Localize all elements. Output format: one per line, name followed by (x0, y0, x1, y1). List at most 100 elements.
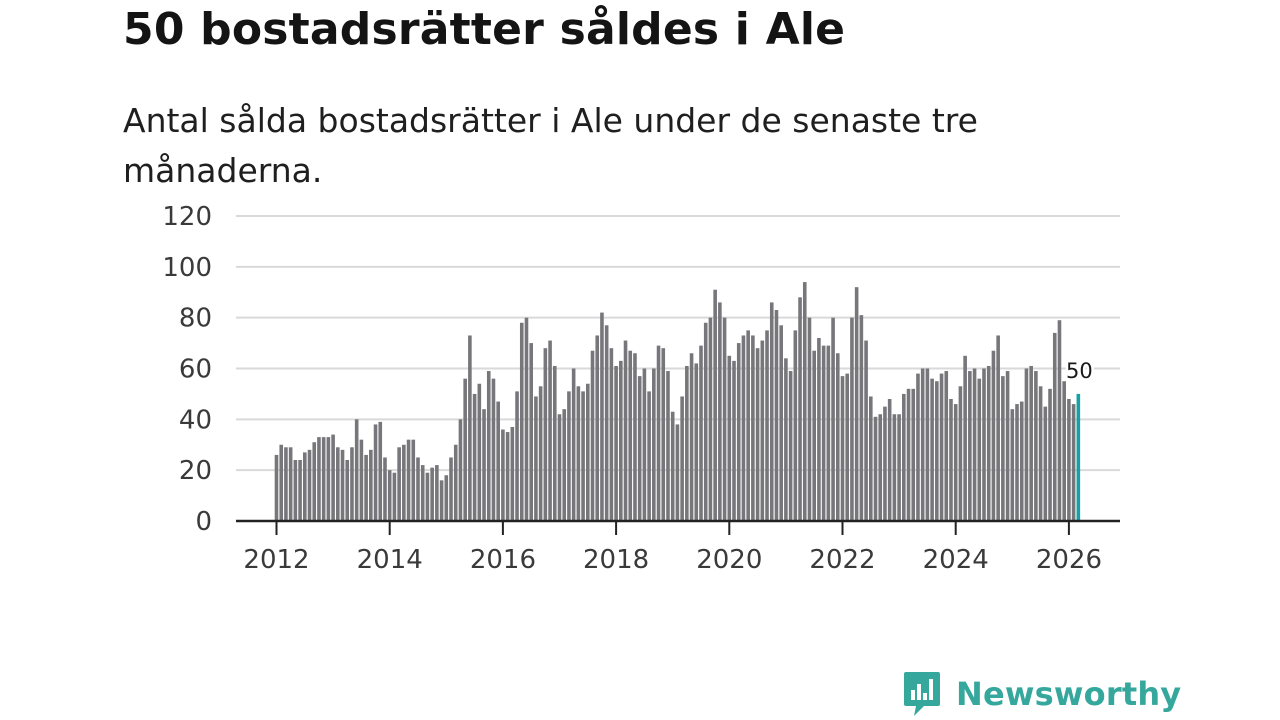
chart-title: 50 bostadsrätter såldes i Ale (123, 4, 846, 55)
bar (416, 457, 420, 521)
bar (718, 302, 722, 521)
bar (788, 371, 793, 521)
bar (623, 340, 628, 521)
bar (576, 386, 581, 521)
bar (741, 335, 746, 521)
bar (1071, 404, 1076, 521)
bar (897, 414, 901, 521)
bar (784, 358, 788, 521)
bar (534, 396, 538, 521)
bar (345, 460, 350, 521)
bar (916, 373, 920, 521)
bar (326, 437, 331, 521)
bar (453, 444, 458, 521)
bar (736, 343, 741, 521)
bar (972, 368, 977, 521)
bar (911, 388, 916, 521)
bar-highlight (1076, 393, 1081, 521)
bar (293, 460, 298, 521)
bar (812, 350, 816, 521)
bar (675, 424, 680, 521)
x-tick-label: 2014 (357, 545, 423, 575)
bar (538, 386, 543, 521)
bar (604, 325, 609, 521)
x-tick-label: 2018 (583, 545, 649, 575)
bar (1029, 365, 1033, 521)
chart-subtitle: Antal sålda bostadsrätter i Ale under de… (123, 101, 978, 190)
bar (708, 317, 713, 521)
bar (406, 439, 411, 521)
y-tick-label: 40 (179, 405, 212, 435)
bar (642, 368, 647, 521)
y-tick-label: 80 (179, 304, 212, 334)
bar (906, 388, 911, 521)
bar (548, 340, 552, 521)
bar (411, 439, 416, 521)
bar (354, 419, 359, 521)
y-tick-label: 20 (179, 456, 212, 486)
bar (274, 454, 279, 521)
y-tick-label: 120 (162, 202, 212, 232)
bar (331, 434, 335, 521)
bar (661, 348, 666, 521)
bar (1005, 371, 1010, 521)
x-axis (236, 519, 1120, 535)
bar (817, 338, 821, 521)
bar (1015, 404, 1019, 521)
bar (703, 322, 708, 521)
bar (689, 353, 694, 521)
newsworthy-logo: Newsworthy (902, 668, 1181, 720)
bar (387, 470, 392, 521)
bar (444, 475, 449, 521)
bar (939, 373, 944, 521)
bar (505, 432, 510, 521)
bar (774, 310, 779, 521)
bar (1019, 401, 1024, 521)
bar (1034, 371, 1038, 521)
bar (869, 396, 873, 521)
y-axis-labels: 0 20 40 60 80 100 120 (162, 202, 212, 537)
bar (581, 391, 585, 521)
x-tick-label: 2016 (470, 545, 536, 575)
bar (652, 368, 656, 521)
bar (590, 350, 595, 521)
bar (392, 472, 397, 521)
bar (680, 396, 684, 521)
bar (1057, 320, 1062, 521)
bar (463, 378, 467, 521)
bar-chart-speech-bubble-icon (904, 672, 940, 716)
bar (435, 465, 439, 521)
x-axis-labels: 2012 2014 2016 2018 2020 2022 2024 2026 (243, 545, 1102, 575)
bar (892, 414, 897, 521)
bars (274, 282, 1081, 521)
bar (279, 444, 284, 521)
bar (482, 409, 486, 521)
bar (1062, 381, 1066, 521)
bar (288, 447, 293, 521)
bar (920, 368, 925, 521)
gridlines (236, 215, 1120, 472)
bar (496, 401, 500, 521)
bar (883, 406, 887, 521)
bar (402, 444, 406, 521)
bar (524, 317, 529, 521)
bar (666, 371, 670, 521)
bar (284, 447, 288, 521)
bar (873, 416, 878, 521)
bar (864, 340, 868, 521)
bar (685, 365, 689, 521)
bar (303, 452, 307, 521)
bar (854, 287, 859, 521)
bar (1052, 332, 1057, 521)
x-tick-label: 2012 (243, 545, 309, 575)
bar (312, 442, 317, 521)
bar (798, 297, 802, 521)
bar (1038, 386, 1043, 521)
bar (637, 376, 642, 521)
bar (1001, 376, 1005, 521)
bar (1048, 388, 1052, 521)
bar (977, 378, 982, 521)
bar (835, 353, 840, 521)
bar (595, 335, 600, 521)
bar (477, 383, 482, 521)
